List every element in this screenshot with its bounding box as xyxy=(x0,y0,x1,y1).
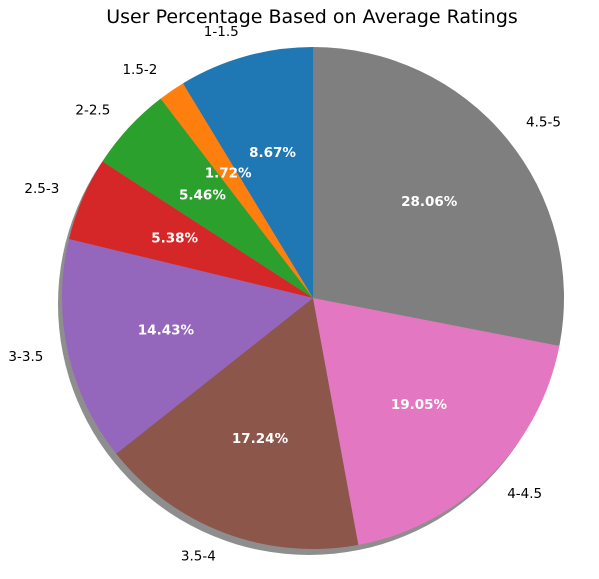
percentage-label: 1.72% xyxy=(205,166,252,182)
pie-slice-1.5-2 xyxy=(160,83,313,298)
percentage-labels: 8.67% 1.72% 5.46% 5.38% 14.43% 17.24% 19.05% 28… xyxy=(138,145,458,447)
category-label: 4.5-5 xyxy=(526,114,561,130)
pie-slice-1-1.5 xyxy=(182,47,313,298)
pie-slice-4.5-5 xyxy=(313,47,564,346)
category-label: 2-2.5 xyxy=(75,103,110,119)
percentage-label: 19.05% xyxy=(391,397,448,413)
category-label: 4-4.5 xyxy=(507,486,542,502)
pie-slice-3.5-4 xyxy=(116,298,359,549)
category-label: 1.5-2 xyxy=(122,62,157,78)
pie-slice-2.5-3 xyxy=(69,161,313,298)
chart-title: User Percentage Based on Average Ratings xyxy=(106,6,518,28)
percentage-label: 17.24% xyxy=(232,431,289,447)
percentage-label: 5.38% xyxy=(151,231,198,247)
percentage-label: 8.67% xyxy=(249,145,296,161)
percentage-label: 5.46% xyxy=(179,188,226,204)
category-label: 3.5-4 xyxy=(181,548,216,564)
category-label: 1-1.5 xyxy=(204,24,239,40)
pie-slice-2-2.5 xyxy=(102,98,314,298)
pie-slice-3-3.5 xyxy=(61,239,313,454)
pie-slice-4-4.5 xyxy=(313,298,560,545)
percentage-label: 14.43% xyxy=(138,322,195,338)
category-label: 3-3.5 xyxy=(8,349,43,365)
percentage-label: 28.06% xyxy=(401,194,458,210)
pie-slices xyxy=(61,47,564,549)
category-labels: 1-1.5 1.5-2 2-2.5 2.5-3 3-3.5 3.5-4 4-4.5 4.5-5 xyxy=(8,24,561,564)
category-label: 2.5-3 xyxy=(24,181,59,197)
